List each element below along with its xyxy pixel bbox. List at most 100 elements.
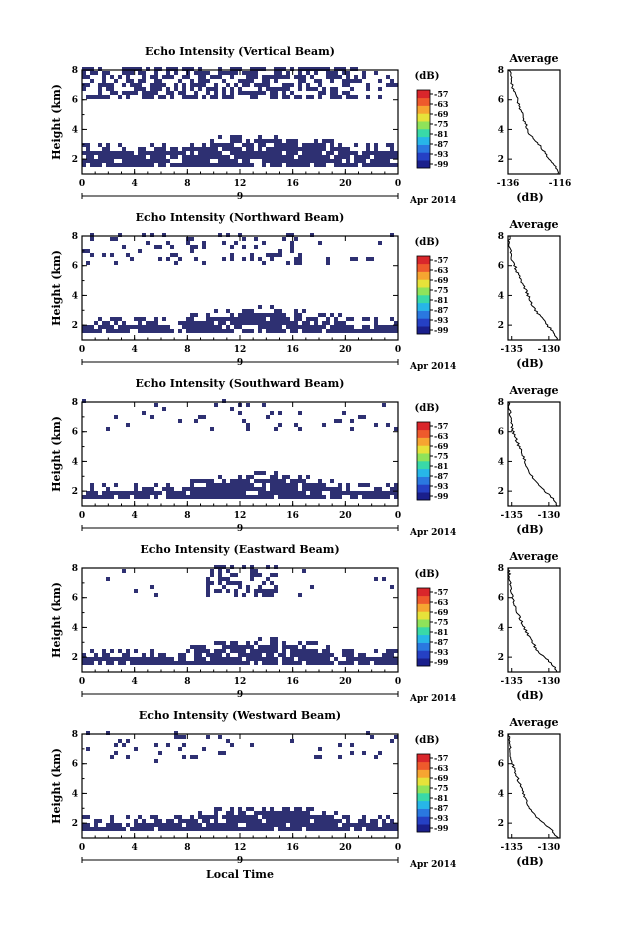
echo-cell: [122, 151, 126, 155]
echo-cell: [246, 479, 250, 483]
echo-cell: [86, 155, 90, 159]
echo-cell: [366, 83, 370, 87]
echo-cell: [226, 317, 230, 321]
x-tick-label: 20: [339, 677, 352, 687]
echo-cell: [254, 661, 258, 665]
echo-cell: [226, 95, 230, 99]
echo-cell: [198, 649, 202, 653]
colorbar-unit: (dB): [415, 237, 440, 248]
echo-cell: [146, 241, 150, 245]
echo-cell: [390, 661, 394, 665]
echo-cell: [110, 495, 114, 499]
echo-cell: [270, 487, 274, 491]
echo-cell: [390, 163, 394, 167]
echo-cell: [282, 807, 286, 811]
echo-cell: [142, 819, 146, 823]
echo-cell: [158, 819, 162, 823]
echo-cell: [394, 163, 398, 167]
echo-cell: [362, 75, 366, 79]
echo-cell: [282, 313, 286, 317]
echo-cell: [270, 573, 274, 577]
echo-cell: [318, 151, 322, 155]
echo-cell: [86, 661, 90, 665]
echo-cell: [262, 79, 266, 83]
echo-cell: [170, 67, 174, 71]
echo-cell: [106, 83, 110, 87]
echo-cell: [394, 495, 398, 499]
echo-cell: [306, 147, 310, 151]
echo-cell: [314, 755, 318, 759]
echo-cell: [246, 585, 250, 589]
echo-cell: [174, 155, 178, 159]
echo-cell: [218, 151, 222, 155]
echo-cell: [214, 823, 218, 827]
echo-cell: [278, 329, 282, 333]
echo-cell: [318, 479, 322, 483]
echo-cell: [350, 79, 354, 83]
echo-cell: [254, 91, 258, 95]
colorbar-tick-label: -75: [434, 617, 448, 627]
echo-cell: [306, 653, 310, 657]
echo-cell: [242, 79, 246, 83]
echo-cell: [286, 487, 290, 491]
echo-cell: [246, 823, 250, 827]
echo-cell: [226, 325, 230, 329]
echo-cell: [314, 317, 318, 321]
echo-cell: [330, 479, 334, 483]
echo-cell: [250, 573, 254, 577]
average-title: Average: [508, 218, 558, 231]
echo-cell: [90, 155, 94, 159]
echo-cell: [130, 657, 134, 661]
echo-cell: [138, 657, 142, 661]
echo-cell: [314, 155, 318, 159]
echo-cell: [174, 495, 178, 499]
echo-cell: [250, 653, 254, 657]
echo-cell: [270, 91, 274, 95]
echo-cell: [206, 479, 210, 483]
echo-cell: [230, 407, 234, 411]
echo-cell: [230, 495, 234, 499]
echo-cell: [370, 159, 374, 163]
echo-cell: [182, 87, 186, 91]
echo-cell: [262, 581, 266, 585]
echo-cell: [242, 653, 246, 657]
echo-cell: [146, 495, 150, 499]
echo-cell: [270, 475, 274, 479]
colorbar-segment: [417, 144, 430, 153]
echo-cell: [278, 151, 282, 155]
echo-cell: [386, 83, 390, 87]
echo-cell: [206, 87, 210, 91]
echo-cell: [270, 313, 274, 317]
colorbar-tick-label: -57: [434, 753, 448, 763]
echo-cell: [206, 735, 210, 739]
echo-cell: [290, 325, 294, 329]
echo-cell: [330, 815, 334, 819]
echo-cell: [118, 661, 122, 665]
echo-cell: [270, 253, 274, 257]
average-y-tick-label: 2: [498, 819, 504, 829]
echo-cell: [210, 427, 214, 431]
average-y-tick-label: 6: [498, 428, 504, 438]
echo-cell: [230, 313, 234, 317]
echo-cell: [150, 151, 154, 155]
echo-cell: [318, 823, 322, 827]
echo-cell: [342, 661, 346, 665]
colorbar-segment: [417, 437, 430, 446]
echo-cell: [106, 653, 110, 657]
average-x-tick-label: -135: [500, 843, 523, 853]
echo-cell: [258, 653, 262, 657]
echo-cell: [278, 819, 282, 823]
echo-cell: [166, 75, 170, 79]
echo-cell: [226, 83, 230, 87]
echo-cell: [302, 645, 306, 649]
echo-cell: [226, 653, 230, 657]
echo-cell: [366, 87, 370, 91]
echo-cell: [322, 139, 326, 143]
echo-cell: [178, 657, 182, 661]
echo-cell: [134, 649, 138, 653]
echo-cell: [230, 811, 234, 815]
echo-cell: [270, 75, 274, 79]
echo-cell: [90, 237, 94, 241]
echo-cell: [150, 83, 154, 87]
echo-cell: [234, 83, 238, 87]
